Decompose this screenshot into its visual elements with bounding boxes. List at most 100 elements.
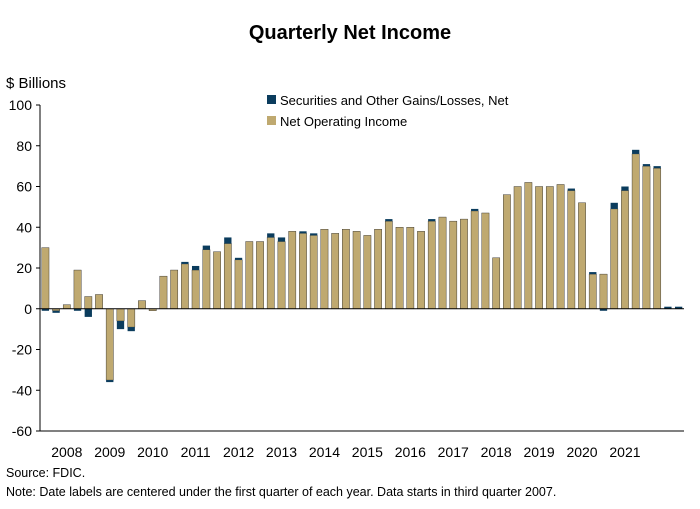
- bar-securities-gains: [674, 306, 683, 309]
- bar-net-operating-income: [545, 186, 554, 309]
- bar-net-operating-income: [374, 229, 382, 309]
- bar-net-operating-income: [427, 220, 436, 309]
- y-tick-label: -40: [12, 382, 32, 398]
- bar-net-operating-income: [95, 294, 103, 309]
- bar-net-operating-income: [556, 184, 565, 309]
- x-tick-label: 2012: [223, 444, 254, 460]
- bars: [41, 149, 683, 383]
- bar-securities-gains: [385, 219, 393, 222]
- y-tick-label: 0: [24, 301, 32, 317]
- bar-securities-gains: [664, 306, 672, 309]
- bar-securities-gains: [106, 380, 114, 383]
- x-tick-label: 2019: [524, 444, 555, 460]
- bar-net-operating-income: [524, 182, 533, 309]
- bar-net-operating-income: [599, 273, 608, 309]
- bar-net-operating-income: [127, 308, 136, 328]
- bar-net-operating-income: [395, 227, 404, 309]
- x-tick-label: 2014: [309, 444, 340, 460]
- bar-net-operating-income: [105, 308, 114, 381]
- bar-net-operating-income: [352, 231, 361, 309]
- bar-securities-gains: [642, 164, 651, 167]
- bar-net-operating-income: [631, 153, 640, 309]
- bar-securities-gains: [599, 308, 608, 311]
- bar-net-operating-income: [331, 233, 340, 309]
- bar-net-operating-income: [73, 269, 82, 309]
- bar-securities-gains: [567, 188, 575, 191]
- x-tick-label: 2009: [94, 444, 125, 460]
- bar-securities-gains: [610, 202, 618, 209]
- legend-label-securities: Securities and Other Gains/Losses, Net: [280, 93, 509, 108]
- bar-net-operating-income: [277, 241, 286, 309]
- bar-securities-gains: [41, 308, 50, 311]
- x-axis: 2008 2009 2010 2011 2012 2013 2014 2015 2016 2017…: [51, 444, 640, 460]
- y-axis: -60 -40 -20 0 20 40 60 80 100: [9, 97, 40, 439]
- bar-securities-gains: [653, 166, 661, 169]
- bar-securities-gains: [73, 308, 82, 311]
- axes: [39, 105, 684, 432]
- bar-net-operating-income: [363, 235, 372, 309]
- bar-net-operating-income: [406, 227, 415, 309]
- bar-net-operating-income: [288, 231, 297, 309]
- bar-net-operating-income: [481, 212, 490, 309]
- bar-net-operating-income: [62, 304, 71, 309]
- y-axis-label: $ Billions: [6, 75, 66, 92]
- bar-securities-gains: [202, 245, 211, 250]
- bar-securities-gains: [191, 265, 200, 271]
- bar-securities-gains: [471, 208, 479, 211]
- x-tick-label: 2010: [137, 444, 168, 460]
- bar-net-operating-income: [513, 186, 522, 309]
- source-note: Source: FDIC.: [6, 466, 86, 480]
- legend-swatch-securities: [267, 95, 276, 104]
- x-tick-label: 2011: [181, 444, 211, 460]
- x-tick-label: 2015: [352, 444, 383, 460]
- bar-securities-gains: [428, 219, 436, 222]
- bar-net-operating-income: [41, 247, 50, 309]
- x-tick-label: 2021: [609, 444, 640, 460]
- bar-net-operating-income: [621, 190, 629, 309]
- bar-net-operating-income: [138, 300, 146, 309]
- bar-securities-gains: [224, 237, 232, 244]
- bar-securities-gains: [84, 308, 92, 317]
- bar-securities-gains: [181, 261, 189, 264]
- legend: Securities and Other Gains/Losses, Net N…: [267, 93, 509, 129]
- chart-title: Quarterly Net Income: [249, 22, 451, 44]
- bar-securities-gains: [310, 233, 318, 236]
- bar-net-operating-income: [342, 229, 350, 309]
- bar-net-operating-income: [320, 229, 329, 309]
- bar-net-operating-income: [309, 235, 318, 309]
- x-tick-label: 2016: [395, 444, 426, 460]
- bar-securities-gains: [299, 231, 307, 234]
- bar-securities-gains: [52, 310, 60, 313]
- legend-label-net-operating-income: Net Operating Income: [280, 114, 407, 129]
- x-tick-label: 2020: [566, 444, 597, 460]
- y-tick-label: 40: [16, 219, 32, 235]
- bar-net-operating-income: [460, 218, 468, 309]
- bar-net-operating-income: [181, 263, 189, 309]
- bar-net-operating-income: [256, 241, 264, 309]
- bar-net-operating-income: [299, 233, 307, 309]
- bar-securities-gains: [632, 149, 640, 154]
- y-tick-label: 60: [16, 179, 32, 195]
- x-tick-label: 2013: [266, 444, 297, 460]
- bar-net-operating-income: [535, 186, 543, 309]
- bar-net-operating-income: [642, 165, 651, 309]
- bar-net-operating-income: [588, 273, 597, 309]
- bar-net-operating-income: [449, 220, 458, 309]
- bar-net-operating-income: [213, 251, 221, 309]
- bar-securities-gains: [589, 272, 597, 275]
- bar-net-operating-income: [567, 190, 576, 309]
- legend-swatch-net-operating-income: [267, 116, 276, 125]
- bar-net-operating-income: [417, 231, 425, 309]
- bar-net-operating-income: [223, 243, 232, 309]
- bar-net-operating-income: [503, 194, 511, 309]
- bar-securities-gains: [116, 320, 125, 330]
- bar-net-operating-income: [578, 202, 586, 309]
- bar-securities-gains: [234, 257, 243, 260]
- y-tick-label: 100: [9, 97, 33, 113]
- bar-net-operating-income: [266, 237, 275, 309]
- x-tick-label: 2018: [481, 444, 512, 460]
- x-tick-label: 2017: [438, 444, 469, 460]
- y-tick-label: -20: [12, 342, 32, 358]
- bar-securities-gains: [127, 327, 135, 332]
